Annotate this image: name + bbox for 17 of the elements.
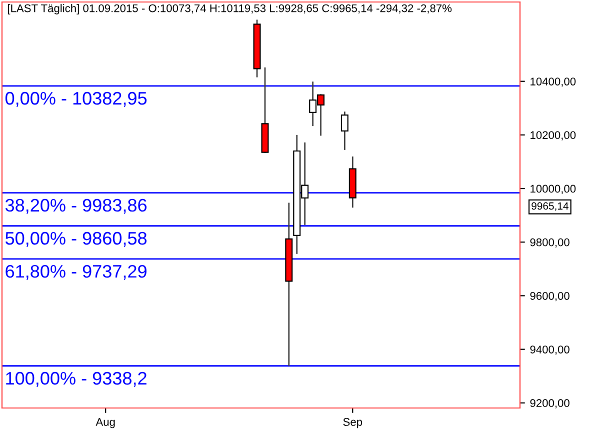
annotation: 100,00% - 9338,2	[6, 372, 146, 387]
y-tick-label: 9400,00	[530, 346, 570, 355]
y-tick-label: 9800,00	[530, 238, 570, 248]
y-tick-label: 10200,00	[530, 131, 576, 140]
annotation: 61,80% - 9737,29	[6, 264, 146, 280]
y-tick-label: 9600,00	[530, 292, 570, 302]
y-tick-label: 9200,00	[530, 399, 570, 408]
x-tick-label: Sep	[343, 418, 362, 428]
y-tick-label: 10400,00	[530, 78, 576, 87]
y-tick-label: 10000,00	[530, 184, 576, 194]
annotation: 0,00% - 10382,95	[5, 92, 147, 107]
text: 9965,14	[532, 202, 568, 211]
x-tick-label: Aug	[96, 418, 115, 428]
annotation: 50,00% - 9860,58	[6, 232, 147, 247]
annotation: 38,20% - 9983,86	[5, 198, 147, 214]
candlestick	[340, 110, 348, 151]
chart-title: [LAST Täglich] 01.09.2015 - O:10073,74 H:10119,53 L:9928,65 C:9965,14 -294,32 -2,87%	[8, 4, 452, 14]
